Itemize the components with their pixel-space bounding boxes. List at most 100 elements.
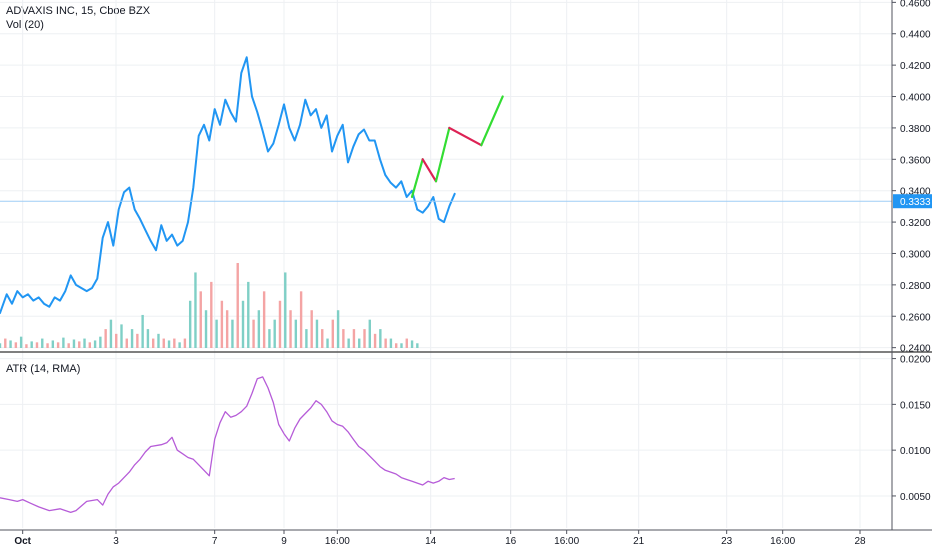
time-tick-label: 16:00 (554, 536, 579, 547)
volume-bar (157, 333, 160, 348)
volume-bar (373, 333, 377, 348)
volume-bar (125, 338, 128, 348)
symbol-title: ADVAXIS INC, 15, Cboe BZX (6, 5, 151, 17)
volume-bar (120, 324, 123, 348)
volume-bar (4, 338, 7, 348)
volume-bar (299, 291, 303, 348)
price-tick-label: 0.2800 (900, 281, 931, 292)
volume-bar (231, 319, 234, 348)
volume-bar (109, 319, 113, 348)
volume-bar (326, 338, 329, 348)
atr-legend: ATR (14, RMA) (6, 362, 80, 376)
volume-bar (199, 291, 202, 348)
price-tick-label: 0.4400 (900, 30, 931, 41)
atr-tick-label: 0.0100 (900, 446, 931, 457)
volume-bar (0, 343, 2, 348)
time-tick-label: 28 (854, 536, 866, 547)
volume-bar (347, 338, 350, 348)
volume-bar (294, 319, 298, 348)
volume-bar (19, 336, 23, 348)
volume-bar (194, 272, 197, 348)
volume-bar (204, 310, 208, 348)
projection-up-segment (480, 95, 504, 147)
price-layer (0, 56, 892, 315)
volume-bar (41, 338, 44, 348)
volume-bar (99, 336, 102, 348)
volume-bar (416, 343, 419, 348)
volume-bar (141, 314, 144, 348)
last-price-badge (893, 194, 932, 209)
volume-bar (405, 338, 408, 348)
time-tick-label: 16:00 (770, 536, 795, 547)
price-tick-label: 0.4200 (900, 61, 931, 72)
volume-legend: Vol (20) (6, 19, 44, 31)
price-tick-label: 0.4600 (900, 0, 931, 9)
time-tick-label: 7 (212, 536, 218, 547)
volume-bar (78, 341, 81, 348)
volume-bar (46, 343, 49, 348)
atr-line (0, 376, 455, 514)
atr-label: ATR (14, RMA) (6, 363, 81, 375)
volume-bar (88, 342, 92, 348)
volume-bar (363, 329, 366, 348)
volume-bar (14, 342, 18, 348)
volume-bar (183, 338, 187, 348)
volume-bar (400, 343, 403, 348)
volume-bar (268, 329, 271, 348)
projection-down-segment (421, 158, 438, 183)
volume-bar (368, 319, 371, 348)
volume-bar (62, 337, 65, 348)
volume-bar (130, 329, 134, 348)
volume-bar (331, 319, 335, 348)
volume-bar (379, 329, 382, 348)
volume-bar (30, 341, 33, 348)
volume-bar (289, 310, 292, 348)
volume-bar (151, 338, 155, 348)
volume-bar (162, 338, 165, 348)
volume-bars (0, 263, 419, 348)
volume-bar (51, 340, 55, 348)
volume-bar (178, 342, 181, 348)
volume-bar (146, 329, 150, 348)
time-tick-label: 21 (633, 536, 645, 547)
projection-up-segment (410, 158, 424, 199)
volume-bar (315, 319, 319, 348)
volume-bar (284, 272, 287, 348)
last-price-label: 0.3333 (900, 197, 931, 208)
volume-bar (247, 281, 250, 348)
volume-bar (83, 338, 86, 348)
volume-bar (410, 340, 414, 348)
volume-bar (358, 338, 361, 348)
price-tick-label: 0.2600 (900, 312, 931, 323)
projection-down-segment (448, 126, 483, 147)
volume-bar (136, 333, 139, 348)
time-tick-label: 14 (425, 536, 437, 547)
volume-bar (220, 300, 224, 348)
volume-bar (173, 338, 176, 348)
volume-bar (104, 329, 107, 348)
atr-tick-label: 0.0200 (900, 355, 931, 366)
grid-lines (0, 0, 892, 528)
volume-bar (252, 319, 255, 348)
volume-bar (257, 310, 261, 348)
volume-bar (342, 329, 345, 348)
volume-bar (395, 343, 398, 348)
volume-bar (352, 329, 356, 348)
volume-bar (25, 344, 28, 348)
price-tick-label: 0.3400 (900, 187, 931, 198)
volume-bar (210, 281, 213, 348)
time-tick-label: 16:00 (325, 536, 350, 547)
atr-layer (0, 376, 455, 514)
projection-up-segment (434, 126, 451, 183)
volume-bar (115, 333, 118, 348)
time-tick-label: 23 (721, 536, 733, 547)
volume-bar (225, 310, 229, 348)
volume-bar (241, 300, 245, 348)
time-tick-label: 9 (281, 536, 287, 547)
volume-bar (93, 340, 97, 348)
price-line (0, 56, 419, 315)
volume-bar (384, 338, 387, 348)
volume-bar (56, 342, 60, 348)
